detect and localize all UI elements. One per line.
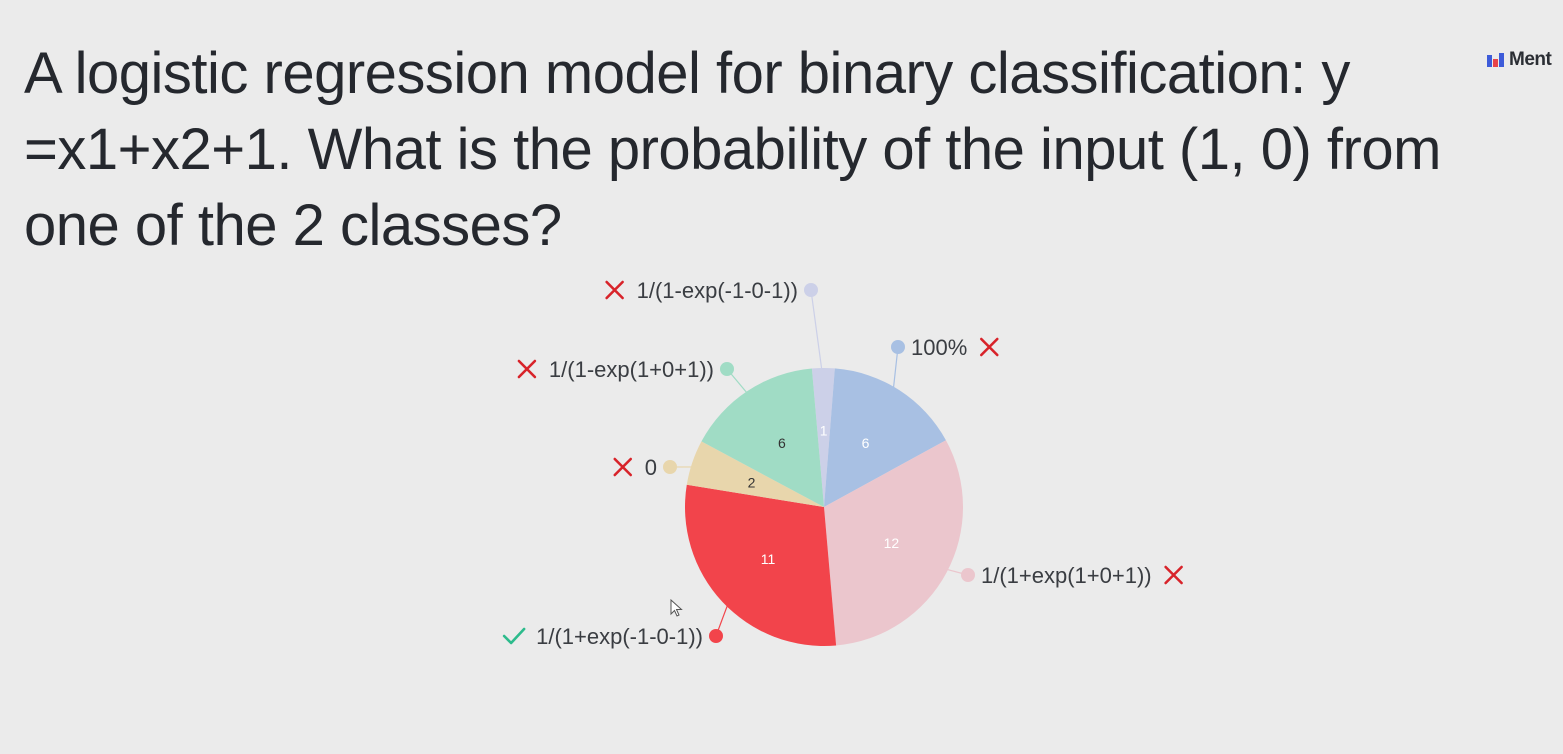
correct-check-icon (502, 627, 526, 645)
pie-leader-lines (669, 289, 969, 637)
slice-count-label: 6 (862, 435, 870, 451)
slice-option-label: 0 (645, 455, 657, 480)
mentimeter-logo-icon (1487, 53, 1504, 67)
legend-dot (720, 362, 734, 376)
incorrect-x-icon (1164, 565, 1183, 585)
brand: Ment (1486, 49, 1552, 71)
mouse-cursor-icon (670, 599, 683, 617)
incorrect-x-icon (979, 337, 999, 357)
pie-labels: 1 1/(1-exp(-1-0-1)) 6 100% 12 1/(1+exp(1+0+1)… (502, 278, 1183, 649)
slice-count-label: 11 (761, 551, 776, 567)
legend-dot (961, 568, 975, 582)
pie-slice[interactable] (701, 368, 824, 507)
leader-line (891, 346, 899, 403)
slice-count-label: 1 (820, 423, 828, 439)
pie-slice[interactable] (686, 441, 824, 507)
incorrect-x-icon (613, 457, 633, 477)
slice-count-label: 12 (884, 535, 900, 551)
pie-slice[interactable] (824, 368, 946, 507)
pie-slice[interactable] (684, 484, 837, 646)
slice-option-label: 1/(1-exp(-1-0-1)) (637, 278, 798, 303)
slice-option-label: 1/(1-exp(1+0+1)) (549, 357, 714, 382)
pie-slice[interactable] (811, 368, 835, 507)
leader-line (715, 591, 733, 637)
legend-dot (804, 283, 818, 297)
pie-slices (684, 368, 963, 646)
incorrect-x-icon (605, 280, 624, 300)
legend-dot (709, 629, 723, 643)
slice-option-label: 1/(1+exp(1+0+1)) (981, 563, 1152, 588)
leader-line (810, 289, 825, 382)
leader-line (726, 368, 756, 403)
question-title: A logistic regression model for binary c… (24, 41, 1441, 258)
slice-option-label: 100% (911, 335, 967, 360)
legend-dot (891, 340, 905, 354)
incorrect-x-icon (517, 359, 537, 379)
slice-count-label: 6 (778, 435, 786, 451)
legend-dot (663, 460, 677, 474)
pie-slice[interactable] (824, 440, 963, 646)
brand-name: Ment (1509, 49, 1552, 70)
slice-count-label: 2 (748, 475, 756, 491)
slice-option-label: 1/(1+exp(-1-0-1)) (536, 624, 703, 649)
